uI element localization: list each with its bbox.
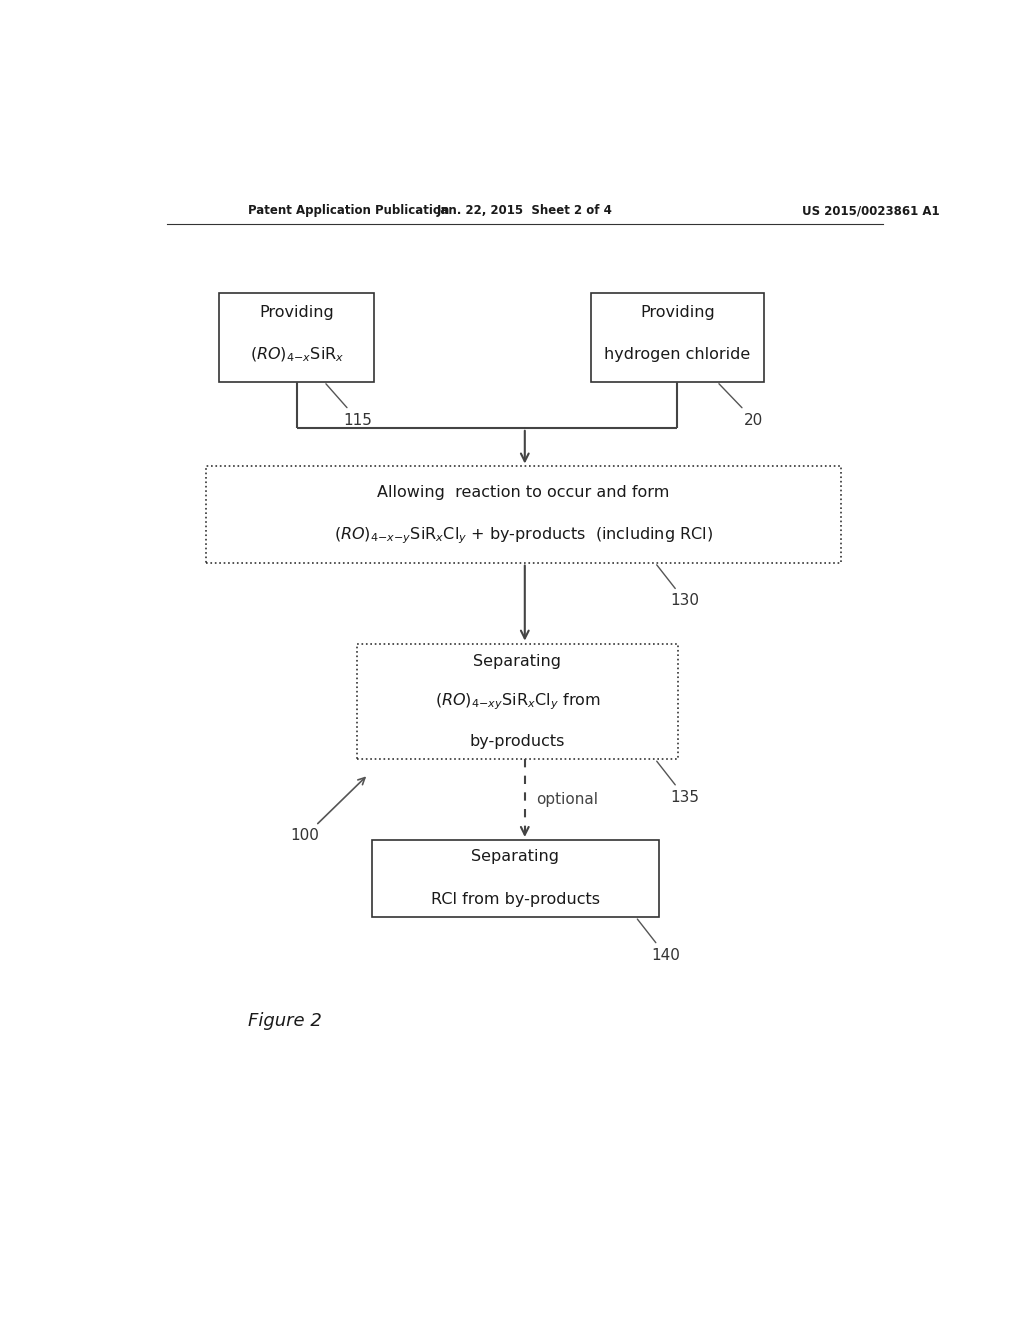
Text: RCl from by-products: RCl from by-products bbox=[431, 892, 600, 907]
Text: US 2015/0023861 A1: US 2015/0023861 A1 bbox=[802, 205, 940, 218]
Text: Jan. 22, 2015  Sheet 2 of 4: Jan. 22, 2015 Sheet 2 of 4 bbox=[437, 205, 612, 218]
Text: by-products: by-products bbox=[470, 734, 565, 748]
Text: Separating: Separating bbox=[473, 653, 561, 669]
Bar bbox=[219, 293, 375, 381]
Text: optional: optional bbox=[537, 792, 598, 807]
Text: Providing: Providing bbox=[640, 305, 715, 321]
Text: Patent Application Publication: Patent Application Publication bbox=[248, 205, 450, 218]
Text: hydrogen chloride: hydrogen chloride bbox=[604, 347, 751, 362]
Bar bbox=[206, 466, 841, 562]
Text: $(RO)_{4\mathsf{-}x\mathsf{-}y}\mathsf{SiR}_{x}\mathsf{Cl}_{y}$ + by-products  (: $(RO)_{4\mathsf{-}x\mathsf{-}y}\mathsf{S… bbox=[334, 525, 713, 546]
Text: 140: 140 bbox=[637, 919, 680, 962]
Text: 115: 115 bbox=[326, 384, 373, 428]
Text: 130: 130 bbox=[656, 565, 699, 609]
Bar bbox=[372, 840, 658, 917]
Text: Allowing  reaction to occur and form: Allowing reaction to occur and form bbox=[377, 486, 670, 500]
Text: Figure 2: Figure 2 bbox=[248, 1012, 322, 1030]
Bar bbox=[356, 644, 678, 759]
Text: Providing: Providing bbox=[259, 305, 334, 321]
Text: $(RO)_{4\mathsf{-}x}\mathsf{SiR}_{x}$: $(RO)_{4\mathsf{-}x}\mathsf{SiR}_{x}$ bbox=[250, 345, 344, 363]
Text: Separating: Separating bbox=[471, 849, 559, 865]
Bar bbox=[592, 293, 764, 381]
Text: 100: 100 bbox=[291, 777, 365, 843]
Text: $(RO)_{4\mathsf{-}xy}\mathsf{SiR}_{x}\mathsf{Cl}_{y}$ from: $(RO)_{4\mathsf{-}xy}\mathsf{SiR}_{x}\ma… bbox=[434, 690, 600, 711]
Text: 135: 135 bbox=[656, 762, 699, 805]
Text: 20: 20 bbox=[719, 384, 763, 428]
